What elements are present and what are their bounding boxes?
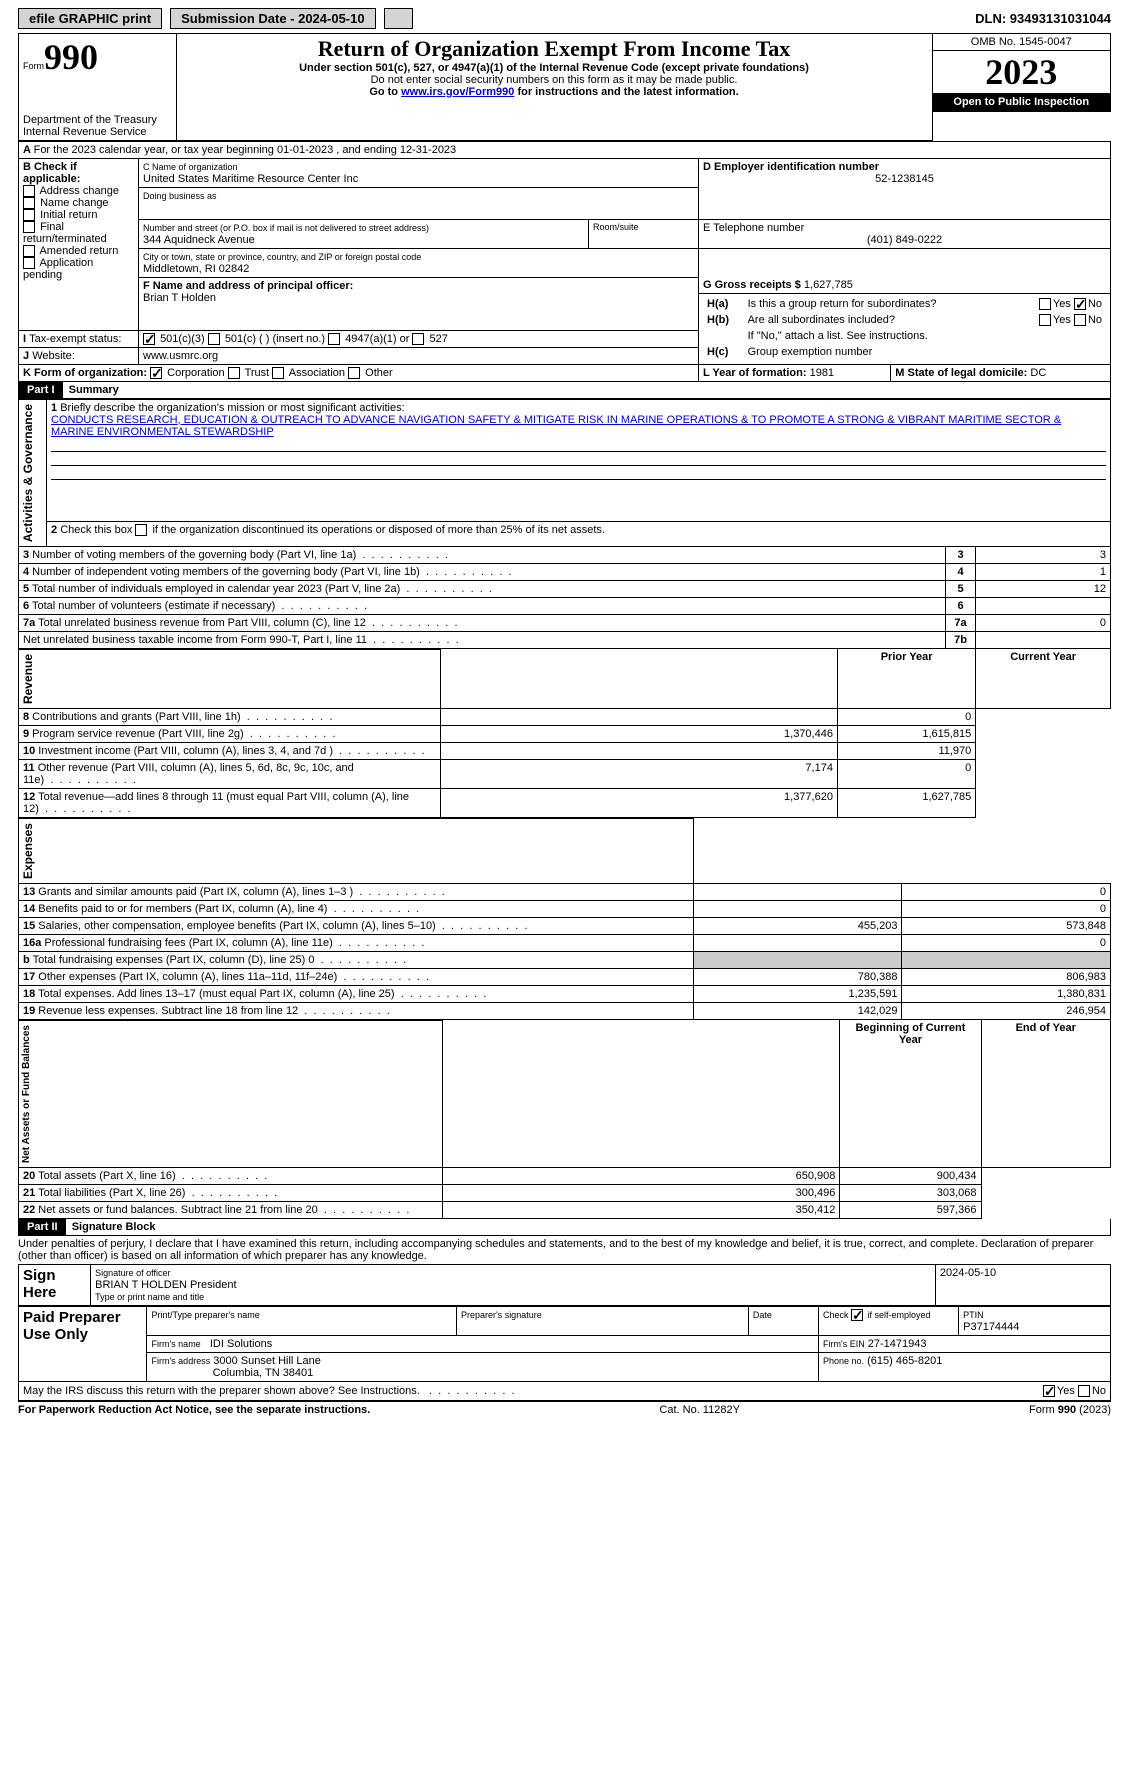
footer: For Paperwork Reduction Act Notice, see … [18,1401,1111,1416]
expense-table: Expenses 13 Grants and similar amounts p… [18,818,1111,1020]
sec-rev: Revenue [19,650,37,708]
org-name: United States Maritime Resource Center I… [143,173,358,185]
ck-assoc[interactable] [272,367,284,379]
firm-ein: 27-1471943 [868,1338,927,1350]
website: www.usmrc.org [139,347,699,364]
ck-discontinued[interactable] [135,524,147,536]
subdate-btn[interactable]: Submission Date - 2024-05-10 [170,8,376,29]
hb-yes[interactable] [1039,314,1051,326]
warn: Do not enter social security numbers on … [371,74,738,86]
sec-exp: Expenses [19,819,37,883]
efile-btn[interactable]: efile GRAPHIC print [18,8,162,29]
ck-501c[interactable] [208,333,220,345]
officer: Brian T Holden [143,292,216,304]
ptin: P37174444 [963,1321,1019,1333]
ck-527[interactable] [412,333,424,345]
firm-phone: (615) 465-8201 [867,1355,942,1367]
domicile: DC [1030,367,1046,379]
phone: (401) 849-0222 [703,234,1106,246]
mission: CONDUCTS RESEARCH, EDUCATION & OUTREACH … [51,414,1061,438]
ha-no[interactable] [1074,298,1086,310]
firm-addr1: 3000 Sunset Hill Lane [213,1355,321,1367]
discuss-no[interactable] [1078,1385,1090,1397]
officer-sig: BRIAN T HOLDEN President [95,1279,236,1291]
ha-yes[interactable] [1039,298,1051,310]
topbar: efile GRAPHIC print Submission Date - 20… [18,8,1111,29]
street: 344 Aquidneck Avenue [143,234,255,246]
sec-ag: Activities & Governance [19,400,37,546]
firm-addr2: Columbia, TN 38401 [213,1367,314,1379]
title: Return of Organization Exempt From Incom… [181,36,928,62]
line-a: For the 2023 calendar year, or tax year … [34,144,457,156]
ck-app[interactable] [23,257,35,269]
ck-corp[interactable] [150,367,162,379]
yof: 1981 [810,367,834,379]
ck-501c3[interactable] [143,333,155,345]
ck-4947[interactable] [328,333,340,345]
omb: OMB No. 1545-0047 [933,34,1111,51]
form-small: Form [23,61,44,71]
city: Middletown, RI 02842 [143,263,249,275]
ck-init[interactable] [23,209,35,221]
sec-net: Net Assets or Fund Balances [19,1021,34,1167]
irs-discuss: May the IRS discuss this return with the… [23,1385,420,1397]
section-a-k: A For the 2023 calendar year, or tax yea… [18,141,1111,382]
net-table: Net Assets or Fund Balances Beginning of… [18,1020,1111,1219]
ein: 52-1238145 [703,173,1106,185]
ck-trust[interactable] [228,367,240,379]
irs-link[interactable]: www.irs.gov/Form990 [401,86,514,98]
part1-label: Part I [19,382,63,398]
ck-addr[interactable] [23,185,35,197]
declaration: Under penalties of perjury, I declare th… [18,1236,1111,1264]
paid-title: Paid Preparer Use Only [19,1306,147,1381]
paid-table: Paid Preparer Use Only Print/Type prepar… [18,1306,1111,1382]
sign-here: Sign Here [19,1264,91,1305]
hb-no[interactable] [1074,314,1086,326]
irs: Internal Revenue Service [23,126,147,138]
subtitle: Under section 501(c), 527, or 4947(a)(1)… [299,62,809,74]
empty-btn[interactable] [384,8,413,29]
part2-label: Part II [19,1219,66,1235]
ck-other[interactable] [348,367,360,379]
gross: 1,627,785 [804,279,853,291]
tax-year: 2023 [933,51,1111,93]
header-table: Form990 Return of Organization Exempt Fr… [18,33,1111,141]
ck-name[interactable] [23,197,35,209]
form-990: 990 [44,37,98,77]
part1-table: Activities & Governance 1 Briefly descri… [18,399,1111,649]
firm-name: IDI Solutions [210,1338,272,1350]
ck-final[interactable] [23,221,35,233]
open-inspection: Open to Public Inspection [933,93,1111,111]
b-label: B Check if applicable: [23,161,80,185]
dln: DLN: 93493131031044 [975,11,1111,26]
ck-amend[interactable] [23,245,35,257]
revenue-table: Revenue Prior YearCurrent Year 8 Contrib… [18,649,1111,818]
dept: Department of the Treasury [23,114,157,126]
sign-date: 2024-05-10 [935,1264,1110,1305]
sign-table: Sign Here Signature of officerBRIAN T HO… [18,1264,1111,1306]
ck-selfemp[interactable] [851,1309,863,1321]
discuss-yes[interactable] [1043,1385,1055,1397]
